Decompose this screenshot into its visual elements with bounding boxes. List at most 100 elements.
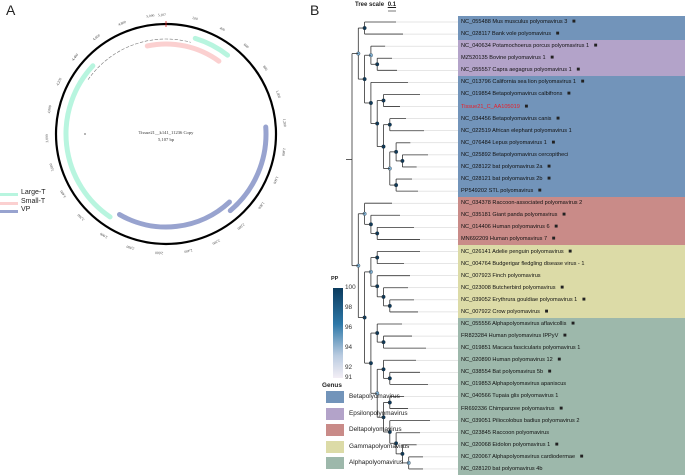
plasmid-tick-label: 3,000: [99, 231, 109, 240]
plasmid-tick-label: 1,800: [256, 200, 265, 210]
rodent-icon: ■: [570, 19, 576, 25]
leaf-label: NC_019853 Alphapolyomavirus apaniscus: [461, 381, 567, 388]
bat-icon: ■: [546, 369, 552, 376]
human-icon: ■: [550, 236, 556, 243]
bird-icon: ■: [580, 296, 586, 303]
pp-tick-label: 96: [345, 324, 353, 331]
leaf-label: NC_020068 Eidolon polyomavirus 1 ■: [461, 441, 559, 448]
plasmid-tick-label: 2,600: [155, 250, 164, 255]
legend-label: Large-T: [21, 189, 46, 196]
panda-icon: ■: [560, 212, 566, 219]
tree-scale-label: Tree scale: [355, 2, 385, 8]
plasmid-tick-label: 4,000: [47, 105, 54, 114]
genus-band: [458, 317, 685, 475]
plasmid-tick-label: 5,107: [158, 13, 166, 18]
leaf-label: NC_034456 Betapolyomavirus canis ■: [461, 115, 560, 122]
legend-swatch-small-t: [0, 201, 18, 205]
plasmid-tick-label: 2,200: [211, 237, 221, 245]
leaf-label: NC_028120 bat polyomavirus 4b: [461, 465, 543, 472]
pp-colorbar: [333, 288, 343, 378]
genus-label: Betapolyomavirus: [349, 393, 400, 400]
genus-label: Deltapolyomavirus: [349, 426, 402, 434]
cow-icon: ■: [548, 55, 554, 62]
bird-icon: ■: [565, 91, 571, 98]
plasmid-tick-label: 2,000: [236, 222, 246, 231]
leaf-label: NC_020067 Alphapolyomavirus cardiodermae…: [461, 453, 584, 460]
leaf-label: NC_055556 Alphapolyomavirus aflavicollis…: [461, 321, 575, 327]
leaf-label: NC_007922 Crow polyomavirus ■: [461, 308, 549, 315]
leaf-label: NC_040566 Tupaia glis polyomavirus 1: [461, 393, 559, 400]
leaf-label: FR692336 Chimpanzee polyomavirus ■: [461, 405, 563, 412]
dashed-intron-arc: [87, 38, 191, 80]
plasmid-tick-label: 4,400: [71, 53, 80, 63]
leaf-label: NC_039052 Erythrura gouldiae polyomaviru…: [461, 296, 586, 303]
pp-legend-title: PP: [331, 276, 339, 282]
rabbit-icon: ■: [549, 139, 556, 146]
leaf-label: NC_004764 Budgerigar fledgling disease v…: [461, 260, 585, 267]
tree-scale: Tree scale 0.1: [355, 2, 396, 8]
pp-tick-label: 91: [345, 374, 353, 381]
human-icon: ■: [552, 224, 558, 231]
leaf-label: NC_028117 Bank vole polyomavirus ■: [461, 31, 560, 38]
genus-band: [458, 245, 685, 318]
pp-tick-label: 92: [345, 364, 353, 371]
leaf-label: NC_026141 Adelie penguin polyomavirus ■: [461, 248, 572, 255]
bat-icon: ■: [578, 453, 584, 460]
genus-swatch: [326, 440, 344, 453]
leaf-label: NC_019854 Betapolyomavirus calbifrons ■: [461, 91, 571, 98]
vp-arc: [227, 124, 269, 214]
tree-scale-value: 0.1: [387, 2, 397, 8]
leaf-label: NC_076484 Lepus polyomavirus 1 ■: [461, 139, 556, 146]
plasmid-tick-label: 4,600: [92, 33, 102, 42]
leaf-label: NC_034378 Raccoon-associated polyomaviru…: [461, 200, 583, 207]
leaf-label: FR823284 Human polyomavirus IPPyV ■: [461, 333, 567, 340]
human-icon: ■: [536, 188, 542, 195]
plasmid-center-text: Tissue21__k141_11236 Copy 5,107 bp: [96, 129, 236, 143]
genus-label: Alphapolyomavirus: [349, 459, 403, 467]
bat-icon: ■: [545, 176, 551, 183]
genus-swatch: [326, 407, 344, 420]
plasmid-length: 5,107 bp: [157, 137, 175, 142]
leaf-label: MZ520135 Bovine polyomavirus 1 ■: [461, 55, 554, 62]
plasmid-tick-label: 400: [219, 26, 226, 32]
query-sequence-label: Tissue21_C_AA105019 ■: [461, 103, 529, 110]
leaf-label: NC_014406 Human polyomavirus 6 ■: [461, 224, 558, 231]
vp-arc: [117, 199, 232, 230]
large-t-exon-arc: [192, 35, 231, 58]
leaf-label: NC_023845 Raccoon polyomavirus: [461, 429, 549, 436]
plasmid-tick-label: 5,000: [146, 13, 155, 19]
leaf-label: NC_055488 Mus musculus polyomavirus 3 ■: [461, 19, 576, 25]
plasmid-tick-label: 3,600: [49, 162, 56, 171]
pp-tick-label: 100: [345, 284, 356, 291]
genus-band: [458, 197, 685, 246]
sea-lion-icon: ■: [579, 79, 585, 86]
chimpanzee-icon: ■: [557, 405, 563, 412]
leaf-label: NC_040634 Potamochoerus porcus polyomavi…: [461, 43, 598, 50]
leaf-label: NC_020890 Human polyomavirus 12 ■: [461, 357, 562, 364]
penguin-icon: ■: [566, 248, 572, 255]
plasmid-tick-label: 1,000: [274, 90, 281, 99]
genus-swatch: [326, 391, 344, 403]
pig-icon: ■: [592, 43, 598, 50]
dot-marker: [84, 133, 86, 135]
leaf-label: NC_025892 Betapolyomavirus cercopitheci: [461, 151, 569, 158]
legend-label: Small-T: [21, 197, 46, 205]
plasmid-tick-label: 1,200: [281, 119, 287, 128]
plasmid-tick-label: 2,400: [184, 247, 193, 253]
leaf-label: MN692209 Human polyomavirus 7 ■: [461, 236, 556, 243]
dog-icon: ■: [554, 115, 560, 122]
genus-band: [458, 76, 685, 198]
plasmid-tick-label: 3,800: [45, 134, 50, 142]
legend-label: VP: [21, 206, 31, 213]
rodent-icon: ■: [569, 321, 575, 327]
leaf-label: NC_007923 Finch polyomavirus: [461, 272, 541, 279]
bat-icon: ■: [553, 441, 559, 448]
plasmid-tick-label: 600: [243, 43, 250, 50]
genus-swatch: [326, 424, 344, 437]
genus-legend-title: Genus: [322, 382, 342, 389]
leaf-label: NC_022519 African elephant polyomavirus …: [461, 127, 572, 134]
plasmid-tick-label: 3,400: [59, 189, 68, 199]
leaf-label: NC_028122 bat polyomavirus 2a ■: [461, 163, 551, 170]
bat-icon: ■: [545, 163, 551, 170]
